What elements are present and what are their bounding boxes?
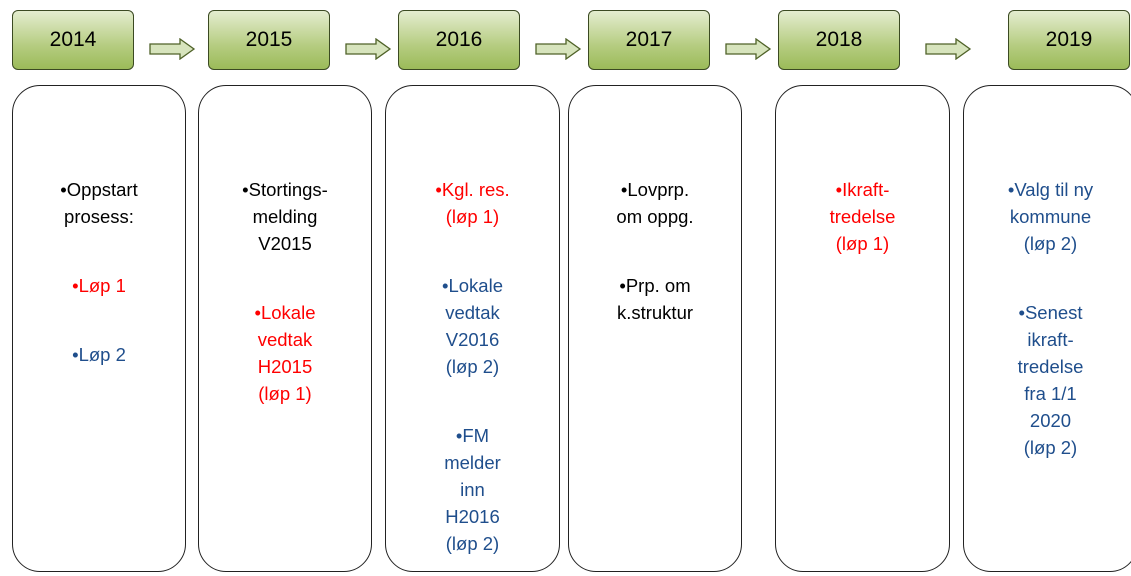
item-text: ikraft- xyxy=(1027,329,1074,350)
item-text: Lovprp. xyxy=(569,176,741,203)
item-text: (løp 2) xyxy=(1023,437,1078,458)
arrow-shape xyxy=(925,38,972,60)
item-text: (løp 1) xyxy=(445,206,500,227)
item-text: H2015 xyxy=(257,356,313,377)
stage-box: Oppstart prosess: Løp 1 Løp 2 xyxy=(12,85,186,572)
item-text: prosess: xyxy=(64,206,134,227)
item-text: V2016 xyxy=(445,329,500,350)
item-text: melding xyxy=(252,206,318,227)
item-text: tredelse xyxy=(829,206,896,227)
year-header: 2019 xyxy=(1008,10,1130,70)
item-text: H2016 xyxy=(445,506,500,527)
arrow xyxy=(345,38,392,60)
stage-box: Valg til ny kommune (løp 2) Senest ikraft-tr… xyxy=(963,85,1131,572)
item-text: Løp 2 xyxy=(13,341,185,368)
stage-box: Lovprp. om oppg. Prp. om k.struktur xyxy=(568,85,742,572)
item-text: melder xyxy=(444,452,501,473)
item-text: kommune xyxy=(1009,206,1092,227)
item-text: k.struktur xyxy=(616,302,694,323)
item-text: (løp 1) xyxy=(258,383,312,404)
stage-box: Kgl. res. (løp 1) Lokale vedtak V2016 (løp 2)… xyxy=(385,85,560,572)
arrow xyxy=(725,38,772,60)
year-header: 2018 xyxy=(778,10,900,70)
item-text: fra 1/1 xyxy=(1024,383,1077,404)
item-text: FM xyxy=(386,422,559,449)
year-header: 2017 xyxy=(588,10,710,70)
item-text: V2015 xyxy=(258,233,312,254)
arrow-shape xyxy=(149,38,196,60)
item-text: vedtak xyxy=(445,302,500,323)
item-text: Ikraft- xyxy=(776,176,949,203)
item-text: vedtak xyxy=(257,329,313,350)
arrow-shape xyxy=(535,38,582,60)
year-header: 2015 xyxy=(208,10,330,70)
year-header: 2014 xyxy=(12,10,134,70)
item-text: Stortings- xyxy=(199,176,371,203)
arrow-shape xyxy=(725,38,772,60)
stage-box: Stortings-melding V2015 Lokale vedtak H2015 (… xyxy=(198,85,372,572)
item-text: Prp. om xyxy=(569,272,741,299)
item-text: inn xyxy=(460,479,485,500)
item-text: tredelse xyxy=(1017,356,1084,377)
item-text: Oppstart xyxy=(13,176,185,203)
item-text: om oppg. xyxy=(616,206,694,227)
arrow xyxy=(535,38,582,60)
item-text: (løp 2) xyxy=(445,356,500,377)
stage-box: Ikraft-tredelse (løp 1) xyxy=(775,85,950,572)
year-header: 2016 xyxy=(398,10,520,70)
arrow-shape xyxy=(345,38,392,60)
item-text: (løp 2) xyxy=(445,533,500,554)
item-text: (løp 1) xyxy=(835,233,890,254)
item-text: Kgl. res. xyxy=(386,176,559,203)
item-text: Lokale xyxy=(386,272,559,299)
item-text: 2020 xyxy=(1029,410,1072,431)
item-text: Valg til ny xyxy=(964,176,1131,203)
item-text: (løp 2) xyxy=(1023,233,1078,254)
item-text: Lokale xyxy=(199,299,371,326)
arrow xyxy=(925,38,972,60)
arrow xyxy=(149,38,196,60)
item-text: Løp 1 xyxy=(13,272,185,299)
item-text: Senest xyxy=(964,299,1131,326)
